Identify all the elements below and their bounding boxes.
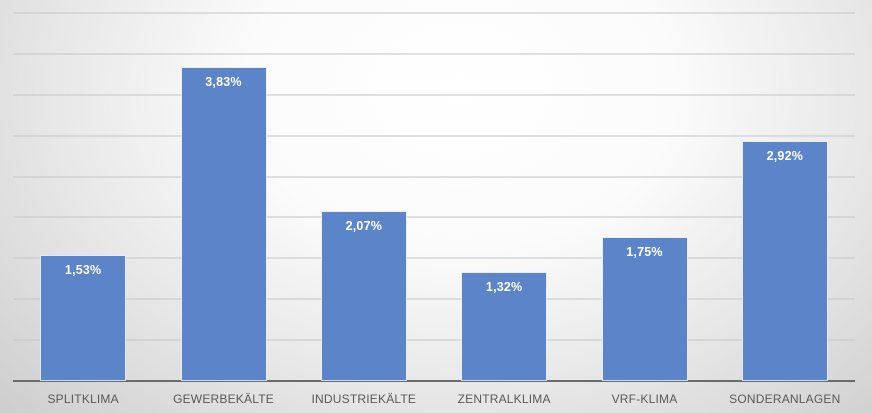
gridline — [13, 134, 855, 137]
data-label: 2,92% — [766, 149, 804, 164]
gridline — [13, 175, 855, 178]
bar: 1,75% — [602, 237, 687, 380]
gridline — [13, 298, 855, 301]
bar: 1,53% — [41, 255, 126, 380]
gridline — [13, 93, 855, 96]
bar: 2,92% — [742, 142, 827, 380]
category-label: SONDERANLAGEN — [729, 392, 841, 406]
category-label: VRF-KLIMA — [611, 392, 678, 406]
category-label: ZENTRALKLIMA — [457, 392, 551, 406]
bar: 1,32% — [462, 273, 547, 380]
x-axis-baseline — [13, 380, 855, 382]
bar: 3,83% — [181, 67, 266, 380]
data-label: 1,32% — [485, 280, 523, 295]
category-label: GEWERBEKÄLTE — [173, 392, 274, 406]
category-label: SPLITKLIMA — [47, 392, 119, 406]
gridline — [13, 216, 855, 219]
data-label: 3,83% — [205, 74, 242, 89]
gridline — [13, 339, 855, 342]
data-label: 1,75% — [626, 244, 663, 259]
gridline — [13, 12, 855, 14]
gridline — [13, 257, 855, 260]
bar: 2,07% — [321, 211, 406, 380]
data-label: 2,07% — [345, 218, 383, 233]
category-label: INDUSTRIEKÄLTE — [311, 392, 417, 406]
data-label: 1,53% — [64, 262, 102, 277]
gridline — [13, 52, 855, 55]
